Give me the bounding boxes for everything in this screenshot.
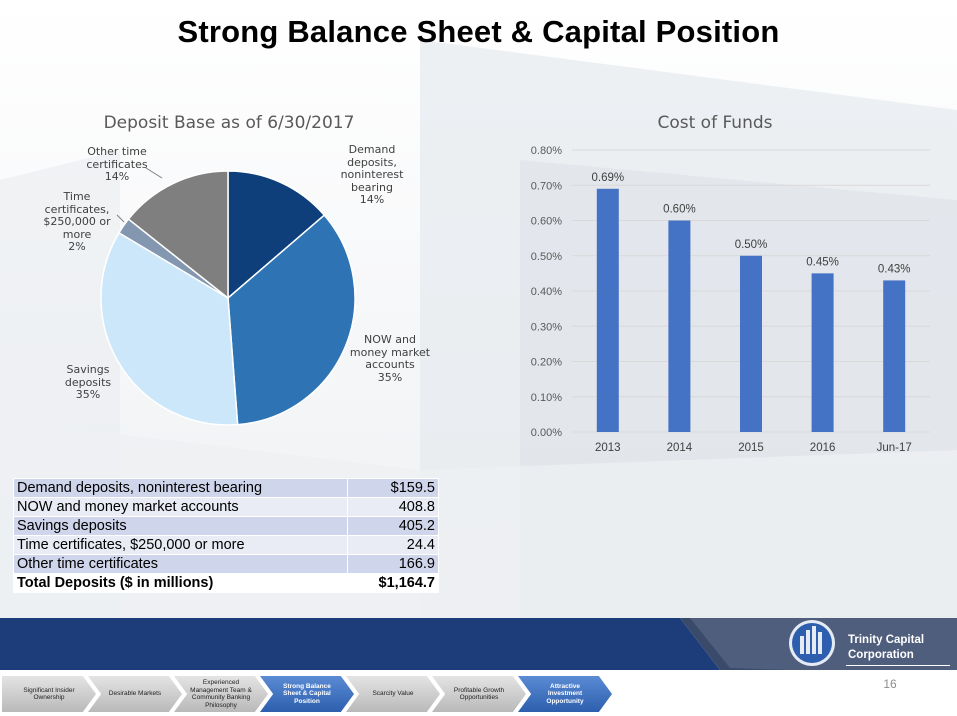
x-tick-label: Jun-17 xyxy=(877,442,912,454)
table-row: Time certificates, $250,000 or more 24.4 xyxy=(13,535,439,555)
data-label: 0.60% xyxy=(663,204,696,216)
table-row: Demand deposits, noninterest bearing $159… xyxy=(13,478,439,498)
nav-chevron[interactable]: Significant Insider Ownership xyxy=(2,676,96,712)
bar xyxy=(811,273,834,432)
bar xyxy=(740,255,762,432)
nav-chevron[interactable]: Experienced Management Team & Community … xyxy=(174,676,268,712)
y-tick-label: 0.10% xyxy=(531,392,562,404)
company-name-line1: Trinity Capital xyxy=(848,634,925,646)
leader-line xyxy=(116,214,125,223)
row-label: Time certificates, $250,000 or more xyxy=(13,535,348,555)
pie-slice xyxy=(100,231,239,426)
bar xyxy=(883,280,906,432)
row-label: Savings deposits xyxy=(13,516,348,536)
x-tick-label: 2015 xyxy=(738,442,764,454)
pie-slice-label: NOW and money market accounts 35% xyxy=(349,333,431,384)
cost-of-funds-bar-chart: 0.00% 0.10% 0.20% 0.30% 0.40% 0.50% 0.60% 0.70%… xyxy=(531,145,930,454)
row-value: 166.9 xyxy=(347,554,439,574)
bar xyxy=(668,220,691,432)
x-tick-label: 2016 xyxy=(810,442,836,454)
data-label: 0.43% xyxy=(878,263,911,275)
y-tick-label: 0.00% xyxy=(531,427,562,439)
row-label: Other time certificates xyxy=(13,554,348,574)
row-value: 405.2 xyxy=(347,516,439,536)
bar-chart-title: Cost of Funds xyxy=(657,113,773,133)
data-label: 0.69% xyxy=(591,172,624,184)
pie-slice xyxy=(227,170,326,300)
table-row: Savings deposits 405.2 xyxy=(13,516,439,536)
company-name: Trinity Capital Corporation xyxy=(848,633,924,663)
pie-slice-label: Demand deposits, noninterest bearing 14% xyxy=(340,143,404,206)
page-title: Strong Balance Sheet & Capital Position xyxy=(177,14,780,49)
row-label: NOW and money market accounts xyxy=(13,497,348,517)
y-tick-label: 0.60% xyxy=(531,216,562,228)
y-tick-label: 0.70% xyxy=(531,180,562,192)
pie-slice xyxy=(127,170,229,300)
data-label: 0.50% xyxy=(735,239,768,251)
row-label: Total Deposits ($ in millions) xyxy=(13,573,348,593)
nav-chevron[interactable]: Scarcity Value xyxy=(346,676,440,712)
table-row: NOW and money market accounts 408.8 xyxy=(13,497,439,517)
slide-number: 16 xyxy=(883,677,897,691)
row-value: 408.8 xyxy=(347,497,439,517)
company-name-line2: Corporation xyxy=(848,649,914,661)
pie-slice xyxy=(227,214,356,426)
pie-chart-title: Deposit Base as of 6/30/2017 xyxy=(103,113,355,133)
row-value: $1,164.7 xyxy=(347,573,439,593)
y-tick-label: 0.50% xyxy=(531,251,562,263)
nav-chevron[interactable]: Attractive Investment Opportunity xyxy=(518,676,612,712)
data-label: 0.45% xyxy=(806,256,839,268)
row-label: Demand deposits, noninterest bearing xyxy=(13,478,348,498)
x-tick-label: 2013 xyxy=(595,442,621,454)
nav-chevron[interactable]: Profitable Growth Opportunities xyxy=(432,676,526,712)
bar xyxy=(596,188,619,432)
y-tick-label: 0.40% xyxy=(531,286,562,298)
nav-chevron[interactable]: Desirable Markets xyxy=(88,676,182,712)
y-tick-label: 0.80% xyxy=(531,145,562,157)
pie-slice-label: Other time certificates 14% xyxy=(86,145,148,183)
leader-line xyxy=(145,167,163,179)
x-tick-label: 2014 xyxy=(667,442,693,454)
table-row: Other time certificates 166.9 xyxy=(13,554,439,574)
table-total-row: Total Deposits ($ in millions) $1,164.7 xyxy=(13,573,439,593)
deposits-table: Demand deposits, noninterest bearing $159… xyxy=(13,478,439,593)
nav-chevron[interactable]: Strong Balance Sheet & Capital Position xyxy=(260,676,354,712)
deposit-pie-chart xyxy=(100,167,356,426)
row-value: 24.4 xyxy=(347,535,439,555)
pie-slice-label: Savings deposits 35% xyxy=(64,363,112,401)
y-tick-label: 0.30% xyxy=(531,321,562,333)
logo-underline xyxy=(846,665,950,666)
pie-slice-label: Time certificates, $250,000 or more 2% xyxy=(43,190,111,253)
row-value: $159.5 xyxy=(347,478,439,498)
y-tick-label: 0.20% xyxy=(531,357,562,369)
